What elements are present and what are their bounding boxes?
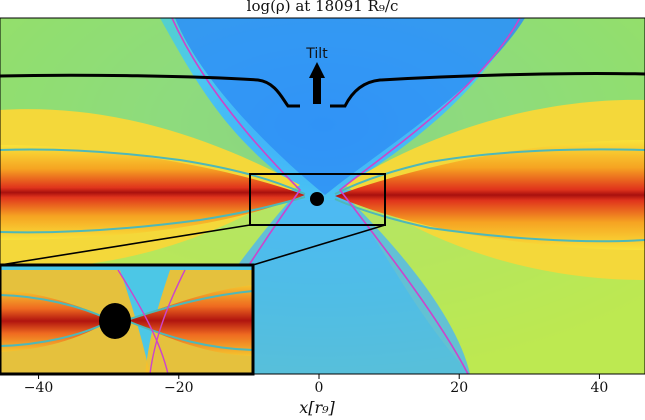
black-hole [310,192,324,206]
figure-title: log(ρ) at 18091 R₉/c [246,0,399,15]
zoom-box [249,173,386,226]
x-tick-label: −20 [164,380,194,396]
density-map [0,18,645,374]
inset-black-hole [99,303,131,339]
x-axis: −40 −20 0 20 40 [24,374,609,396]
x-tick-label: 40 [591,380,609,396]
tilt-annotation: Tilt [305,46,328,62]
tilt-arrow-icon [309,62,325,104]
x-tick-label: 20 [450,380,468,396]
x-tick-label: −40 [24,380,54,396]
x-tick-label: 0 [315,380,324,396]
zoom-inset [0,263,255,376]
x-axis-label: x[r₉] [299,398,335,417]
